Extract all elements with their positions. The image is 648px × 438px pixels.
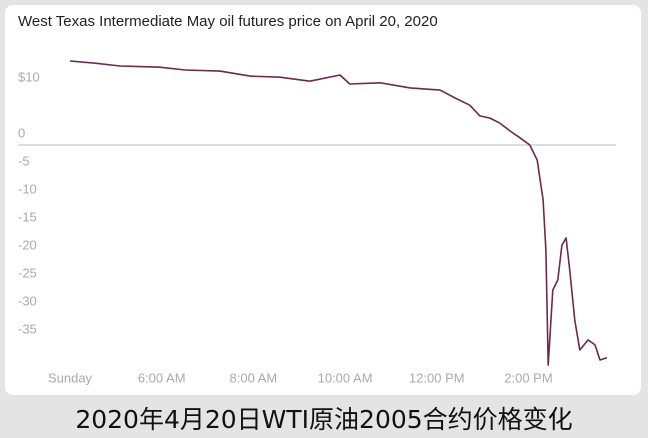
x-tick-label: 2:00 PM <box>504 370 552 385</box>
x-tick-label: 10:00 AM <box>318 370 373 385</box>
price-line <box>69 60 608 366</box>
y-tick-label: -20 <box>18 237 37 252</box>
y-tick-label: 0 <box>18 125 25 140</box>
x-tick-label: 12:00 PM <box>409 370 465 385</box>
y-tick-label: $10 <box>18 69 40 84</box>
caption: 2020年4月20日WTI原油2005合约价格变化 <box>75 405 573 434</box>
x-tick-label: 6:00 AM <box>138 370 186 385</box>
x-tick-label: 8:00 AM <box>230 370 278 385</box>
chart-card <box>5 5 641 395</box>
y-tick-label: -10 <box>18 181 37 196</box>
chart-title: West Texas Intermediate May oil futures … <box>18 13 438 30</box>
x-tick-label: Sunday <box>48 370 93 385</box>
y-tick-label: -15 <box>18 209 37 224</box>
y-tick-label: -25 <box>18 265 37 280</box>
y-tick-label: -35 <box>18 321 37 336</box>
y-tick-label: -30 <box>18 293 37 308</box>
chart: West Texas Intermediate May oil futures … <box>18 13 616 385</box>
y-tick-label: -5 <box>18 153 30 168</box>
